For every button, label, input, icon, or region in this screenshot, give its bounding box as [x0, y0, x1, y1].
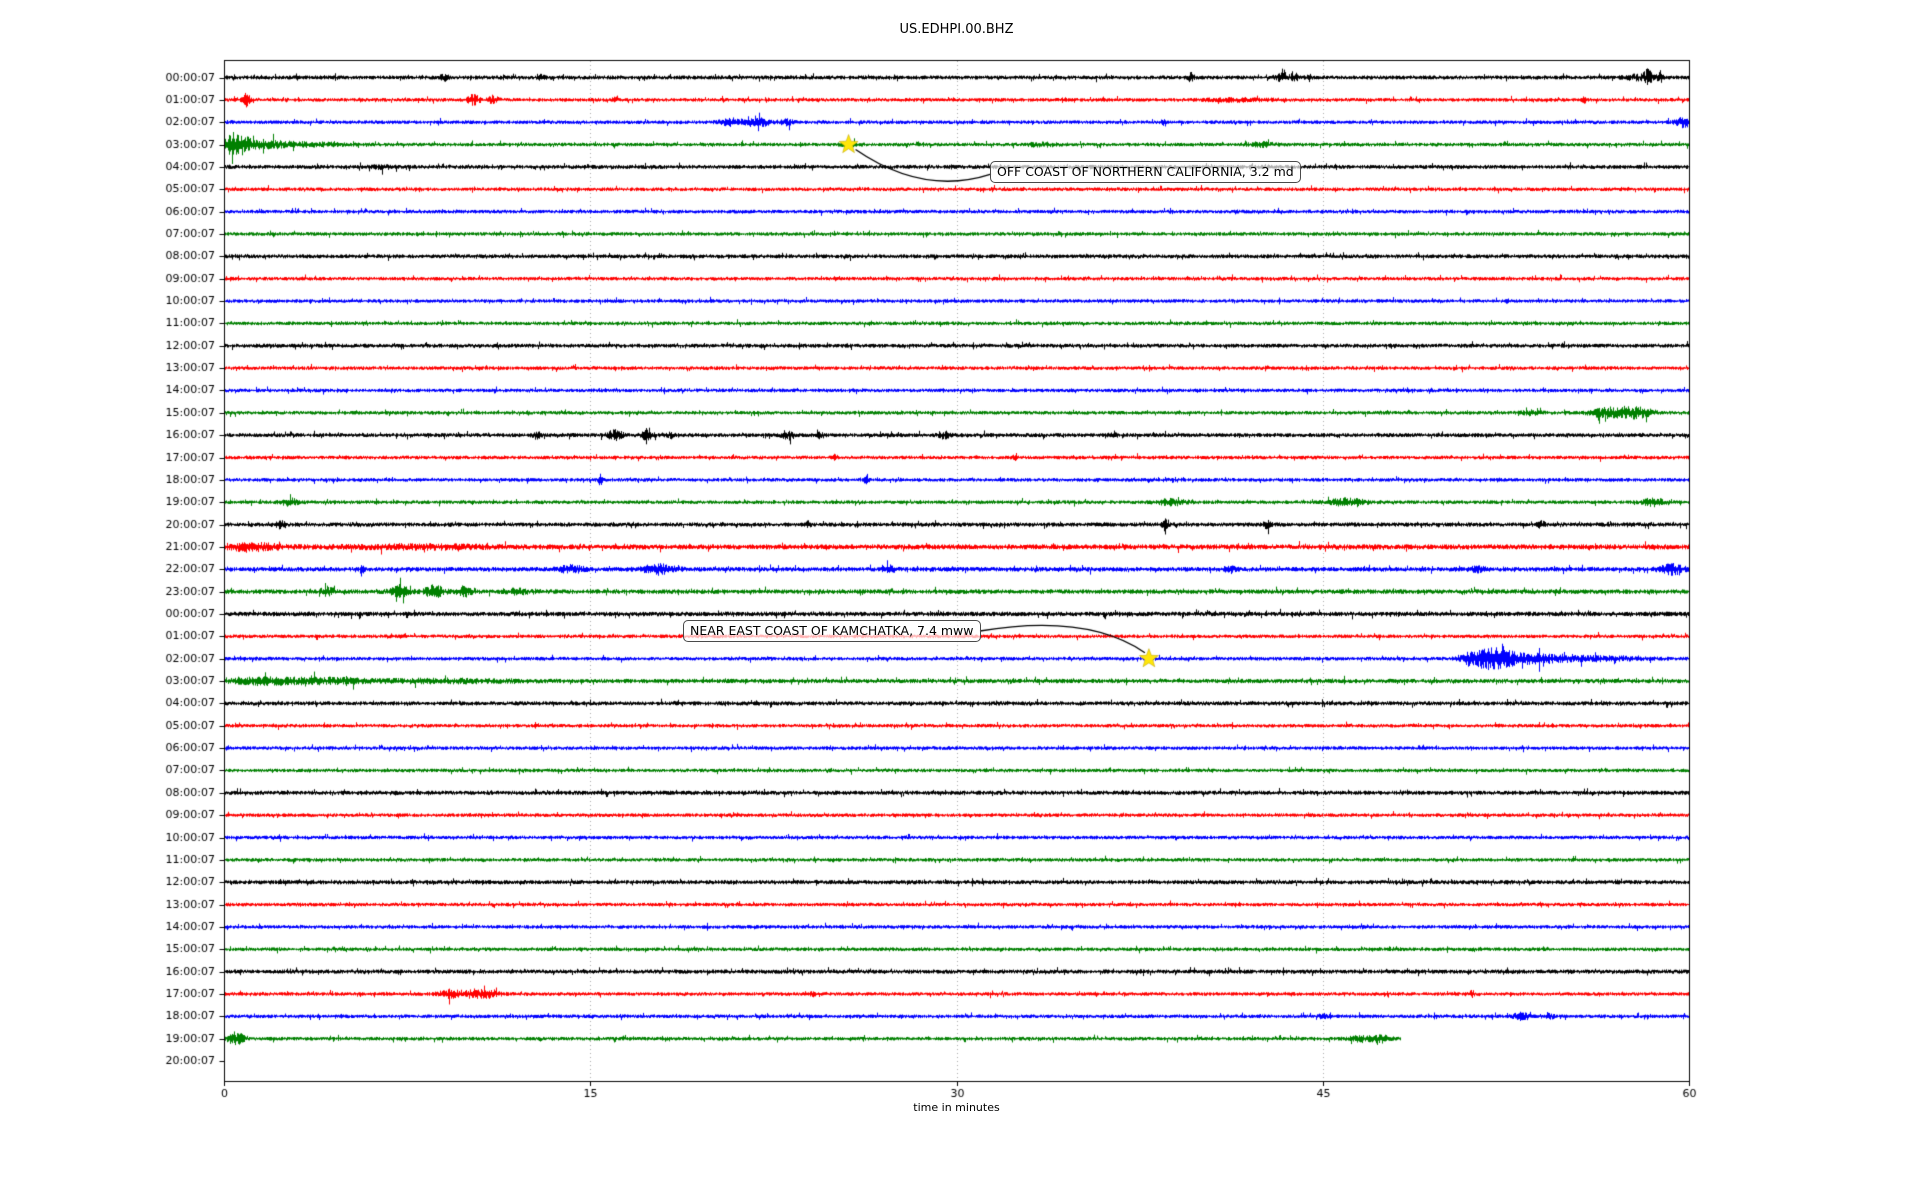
x-axis-label: time in minutes — [913, 1101, 1000, 1114]
annotation-northern-california: OFF COAST OF NORTHERN CALIFORNIA, 3.2 md — [990, 161, 1301, 183]
annotation-kamchatka-text: NEAR EAST COAST OF KAMCHATKA, 7.4 mww — [690, 623, 974, 638]
annotation-northern-california-text: OFF COAST OF NORTHERN CALIFORNIA, 3.2 md — [997, 164, 1294, 179]
chart-title: US.EDHPI.00.BHZ — [899, 22, 1014, 37]
annotation-kamchatka: NEAR EAST COAST OF KAMCHATKA, 7.4 mww — [683, 620, 981, 642]
